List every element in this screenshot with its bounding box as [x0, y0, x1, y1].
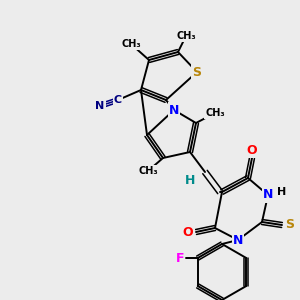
Text: F: F — [176, 251, 184, 265]
Text: N: N — [233, 233, 243, 247]
Text: N: N — [169, 103, 179, 116]
Text: S: S — [193, 65, 202, 79]
Text: H: H — [278, 187, 286, 197]
Text: S: S — [286, 218, 295, 232]
Text: CH₃: CH₃ — [121, 39, 141, 49]
Text: O: O — [183, 226, 193, 238]
Text: H: H — [278, 187, 286, 197]
Text: N: N — [233, 233, 243, 247]
Text: CH₃: CH₃ — [205, 108, 225, 118]
Text: CH₃: CH₃ — [176, 31, 196, 41]
Text: S: S — [286, 218, 295, 232]
Text: CH₃: CH₃ — [138, 166, 158, 176]
Text: N: N — [263, 188, 273, 202]
Text: N: N — [95, 101, 105, 111]
Text: H: H — [185, 173, 195, 187]
Text: N: N — [169, 103, 179, 116]
Text: N: N — [263, 188, 273, 202]
Text: C: C — [114, 95, 122, 105]
Text: C: C — [114, 95, 122, 105]
Text: O: O — [247, 143, 257, 157]
Text: H: H — [185, 173, 195, 187]
Text: S: S — [193, 65, 202, 79]
Text: O: O — [247, 143, 257, 157]
Text: O: O — [183, 226, 193, 238]
Text: N: N — [95, 101, 105, 111]
